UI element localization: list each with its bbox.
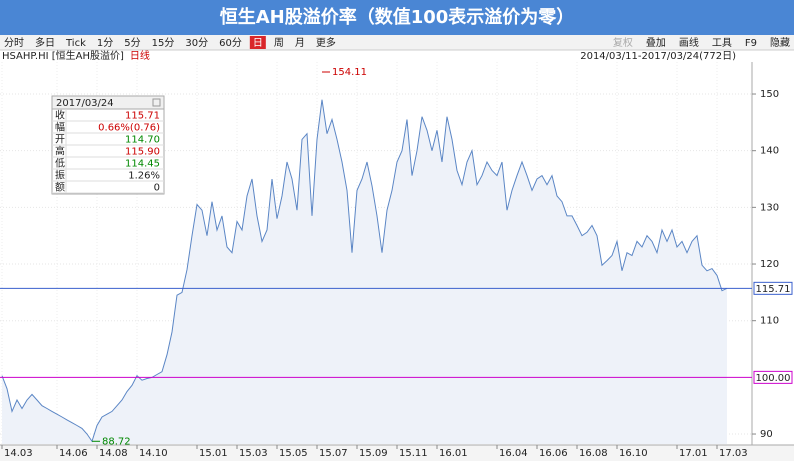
toolbar-button[interactable]: Tick (65, 38, 86, 49)
x-tick-label: 16.01 (439, 448, 468, 459)
y-tick-label: 150 (760, 89, 779, 100)
x-tick-label: 16.10 (619, 448, 648, 459)
toolbar-button[interactable]: 工具 (712, 37, 732, 49)
info-label: 低 (55, 157, 65, 170)
info-value: 115.90 (125, 147, 160, 158)
toolbar-button[interactable]: 60分 (219, 37, 242, 49)
info-value: 114.45 (125, 159, 160, 170)
x-tick-label: 15.03 (239, 448, 268, 459)
y-axis-panel (752, 62, 794, 445)
symbol: HSAHP.HI [恒生AH股溢价] (2, 49, 124, 62)
info-date: 2017/03/24 (56, 98, 114, 109)
toolbar-button[interactable]: 分时 (4, 37, 24, 49)
info-label: 高 (55, 145, 65, 158)
x-tick-label: 14.06 (59, 448, 88, 459)
toolbar-button[interactable]: 叠加 (646, 37, 666, 49)
period: 日线 (130, 49, 150, 62)
reference-label-box (753, 281, 793, 295)
x-tick-label: 14.03 (4, 448, 33, 459)
toolbar-button[interactable]: F9 (745, 38, 757, 49)
toolbar-button[interactable]: 画线 (679, 36, 699, 49)
info-value: 115.71 (125, 111, 160, 122)
info-value: 0.66%(0.76) (98, 123, 160, 134)
x-tick-label: 15.01 (199, 448, 228, 459)
y-tick-label: 110 (760, 316, 779, 327)
info-label: 收 (55, 109, 65, 122)
info-label: 额 (55, 181, 65, 194)
toolbar-button[interactable]: 更多 (316, 36, 336, 49)
toolbar-button[interactable]: 隐藏 (770, 37, 790, 49)
x-tick-label: 17.01 (679, 448, 708, 459)
y-tick-label: 140 (760, 146, 779, 157)
x-tick-label: 14.08 (99, 448, 128, 459)
toolbar-button[interactable]: 周 (274, 37, 284, 49)
price-line (1, 99, 728, 443)
annotation: 154.11 (332, 67, 367, 78)
toolbar-active (249, 36, 266, 49)
area-fill (2, 99, 727, 444)
reference-label: 100.00 (756, 373, 791, 384)
toolbar-button[interactable]: 多日 (35, 36, 55, 49)
x-tick-label: 16.06 (539, 448, 568, 459)
x-tick-label: 16.08 (579, 448, 608, 459)
info-label: 振 (55, 169, 65, 182)
y-tick-label: 130 (760, 202, 779, 213)
info-value: 114.70 (125, 135, 160, 146)
x-tick-label: 17.03 (719, 448, 748, 459)
info-value: 0 (154, 183, 160, 194)
toolbar-button[interactable]: 日 (253, 38, 263, 49)
date-range: 2014/03/11-2017/03/24(772日) (580, 51, 736, 62)
x-tick-label: 15.05 (279, 448, 308, 459)
toolbar-button[interactable]: 30分 (185, 37, 208, 49)
toolbar-button[interactable]: 15分 (152, 37, 175, 49)
reference-label: 115.71 (756, 284, 791, 295)
title-bar (0, 0, 794, 35)
page-title: 恒生AH股溢价率（数值100表示溢价为零） (220, 6, 575, 28)
annotation: 88.72 (102, 436, 131, 447)
x-tick-label: 15.11 (399, 448, 428, 459)
toolbar (0, 35, 794, 50)
x-tick-label: 15.07 (319, 448, 348, 459)
toolbar-button[interactable]: 复权 (613, 36, 633, 49)
info-value: 1.26% (128, 171, 160, 182)
x-tick-label: 16.04 (499, 448, 528, 459)
info-label: 开 (55, 135, 65, 146)
y-tick-label: 90 (760, 429, 773, 440)
reference-label-box (753, 370, 793, 384)
info-box-header (51, 95, 165, 110)
toolbar-button[interactable]: 月 (295, 37, 305, 49)
close-icon[interactable] (152, 98, 161, 107)
toolbar-button[interactable]: 5分 (124, 37, 140, 49)
toolbar-button[interactable]: 1分 (97, 37, 113, 49)
info-label: 幅 (55, 121, 65, 134)
x-tick-label: 14.10 (139, 448, 168, 459)
y-tick-label: 120 (760, 259, 779, 270)
x-axis-panel (0, 445, 794, 461)
x-tick-label: 15.09 (359, 448, 388, 459)
